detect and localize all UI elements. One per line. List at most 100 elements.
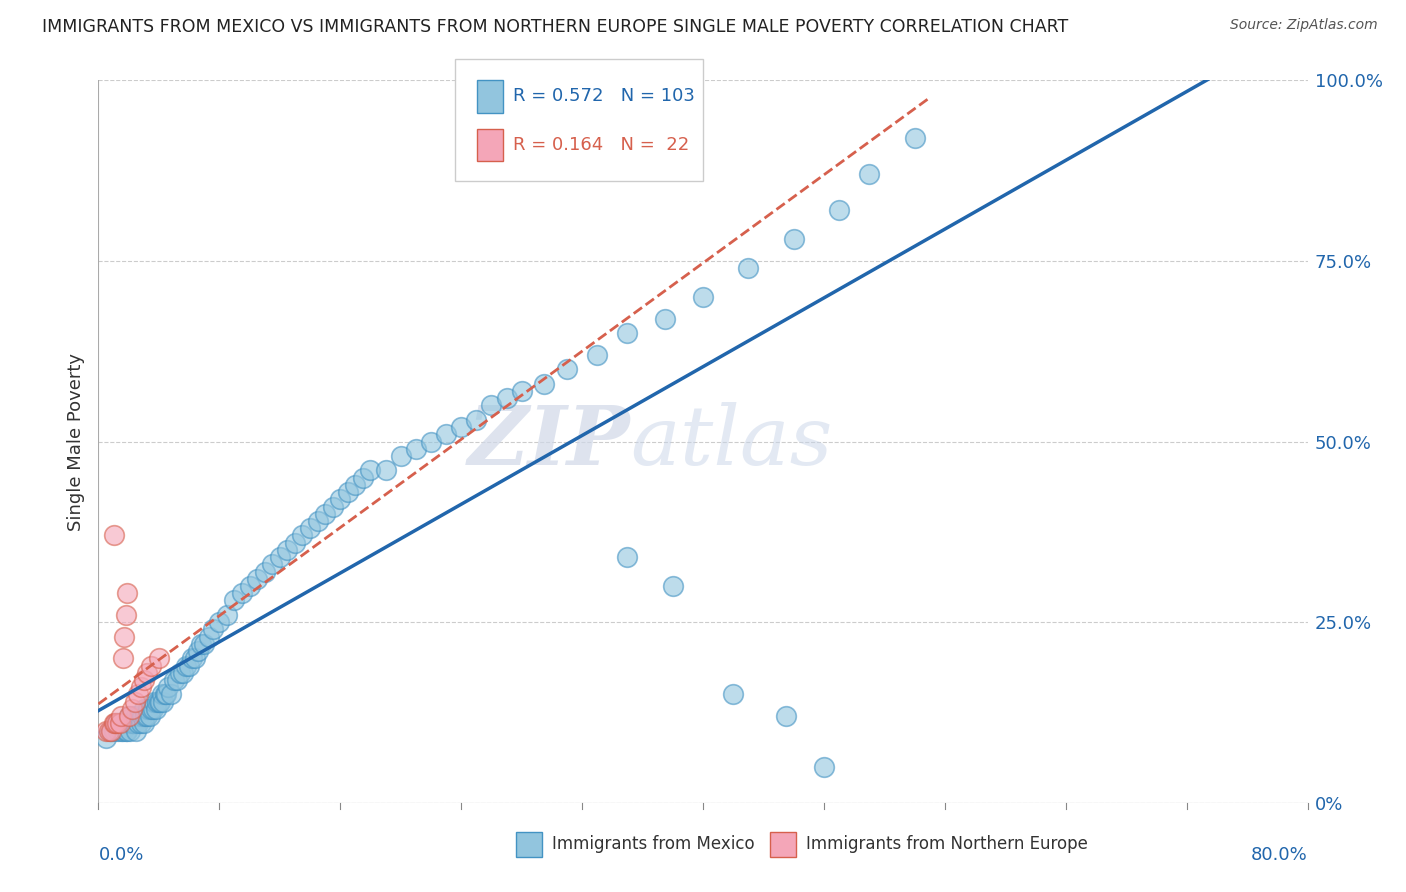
- Point: [828, 203, 851, 218]
- Point: [139, 709, 162, 723]
- Point: [141, 702, 163, 716]
- Point: [112, 716, 135, 731]
- Point: [344, 478, 367, 492]
- Point: [129, 680, 152, 694]
- Text: Immigrants from Mexico: Immigrants from Mexico: [551, 835, 755, 853]
- Point: [450, 420, 472, 434]
- Point: [149, 695, 172, 709]
- Point: [160, 687, 183, 701]
- Point: [208, 615, 231, 630]
- FancyBboxPatch shape: [769, 831, 796, 857]
- FancyBboxPatch shape: [477, 80, 503, 112]
- Point: [775, 709, 797, 723]
- Point: [904, 131, 927, 145]
- Point: [193, 637, 215, 651]
- Text: R = 0.572   N = 103: R = 0.572 N = 103: [513, 87, 695, 105]
- Point: [131, 709, 153, 723]
- Point: [783, 232, 806, 246]
- Point: [329, 492, 352, 507]
- Point: [125, 709, 148, 723]
- Point: [166, 673, 188, 687]
- Point: [104, 716, 127, 731]
- Text: atlas: atlas: [630, 401, 832, 482]
- Point: [118, 709, 141, 723]
- Point: [481, 398, 503, 412]
- Point: [174, 658, 197, 673]
- Point: [299, 521, 322, 535]
- Point: [215, 607, 238, 622]
- Point: [152, 695, 174, 709]
- Point: [98, 723, 121, 738]
- Point: [246, 572, 269, 586]
- Point: [141, 658, 163, 673]
- Point: [307, 514, 329, 528]
- Point: [94, 723, 117, 738]
- Point: [121, 709, 143, 723]
- Point: [124, 716, 146, 731]
- Point: [118, 709, 141, 723]
- Point: [145, 702, 167, 716]
- Point: [661, 579, 683, 593]
- Point: [115, 723, 138, 738]
- Point: [111, 651, 134, 665]
- Point: [105, 716, 128, 731]
- Point: [654, 311, 676, 326]
- Point: [314, 507, 336, 521]
- Text: Source: ZipAtlas.com: Source: ZipAtlas.com: [1230, 18, 1378, 32]
- Point: [202, 623, 225, 637]
- Point: [616, 550, 638, 565]
- Point: [143, 695, 166, 709]
- Point: [135, 709, 157, 723]
- Point: [533, 376, 555, 391]
- Point: [142, 702, 165, 716]
- Point: [187, 644, 209, 658]
- Text: Immigrants from Northern Europe: Immigrants from Northern Europe: [806, 835, 1088, 853]
- Point: [112, 630, 135, 644]
- Point: [224, 593, 246, 607]
- Point: [737, 261, 759, 276]
- Point: [100, 723, 122, 738]
- Point: [858, 167, 880, 181]
- Point: [495, 391, 517, 405]
- Point: [114, 607, 136, 622]
- Point: [284, 535, 307, 549]
- Point: [103, 716, 125, 731]
- FancyBboxPatch shape: [477, 128, 503, 161]
- Point: [105, 716, 128, 731]
- Point: [148, 695, 170, 709]
- Point: [111, 723, 134, 738]
- Point: [172, 665, 194, 680]
- Point: [121, 702, 143, 716]
- Point: [184, 651, 207, 665]
- Point: [405, 442, 427, 456]
- Point: [110, 716, 132, 731]
- Point: [103, 528, 125, 542]
- Point: [150, 687, 173, 701]
- Point: [239, 579, 262, 593]
- Point: [124, 695, 146, 709]
- Point: [389, 449, 412, 463]
- Point: [723, 687, 745, 701]
- Point: [190, 637, 212, 651]
- Point: [322, 500, 344, 514]
- Point: [120, 723, 142, 738]
- Point: [103, 723, 125, 738]
- Point: [360, 463, 382, 477]
- Point: [128, 709, 150, 723]
- Point: [118, 716, 141, 731]
- Point: [163, 673, 186, 687]
- FancyBboxPatch shape: [516, 831, 543, 857]
- Point: [125, 723, 148, 738]
- Point: [132, 673, 155, 687]
- Point: [110, 723, 132, 738]
- Point: [692, 290, 714, 304]
- Point: [115, 586, 138, 600]
- Point: [181, 651, 204, 665]
- Point: [276, 542, 298, 557]
- Point: [374, 463, 396, 477]
- Point: [197, 630, 219, 644]
- Point: [813, 760, 835, 774]
- Point: [127, 716, 149, 731]
- Text: 80.0%: 80.0%: [1251, 847, 1308, 864]
- Text: 0.0%: 0.0%: [98, 847, 143, 864]
